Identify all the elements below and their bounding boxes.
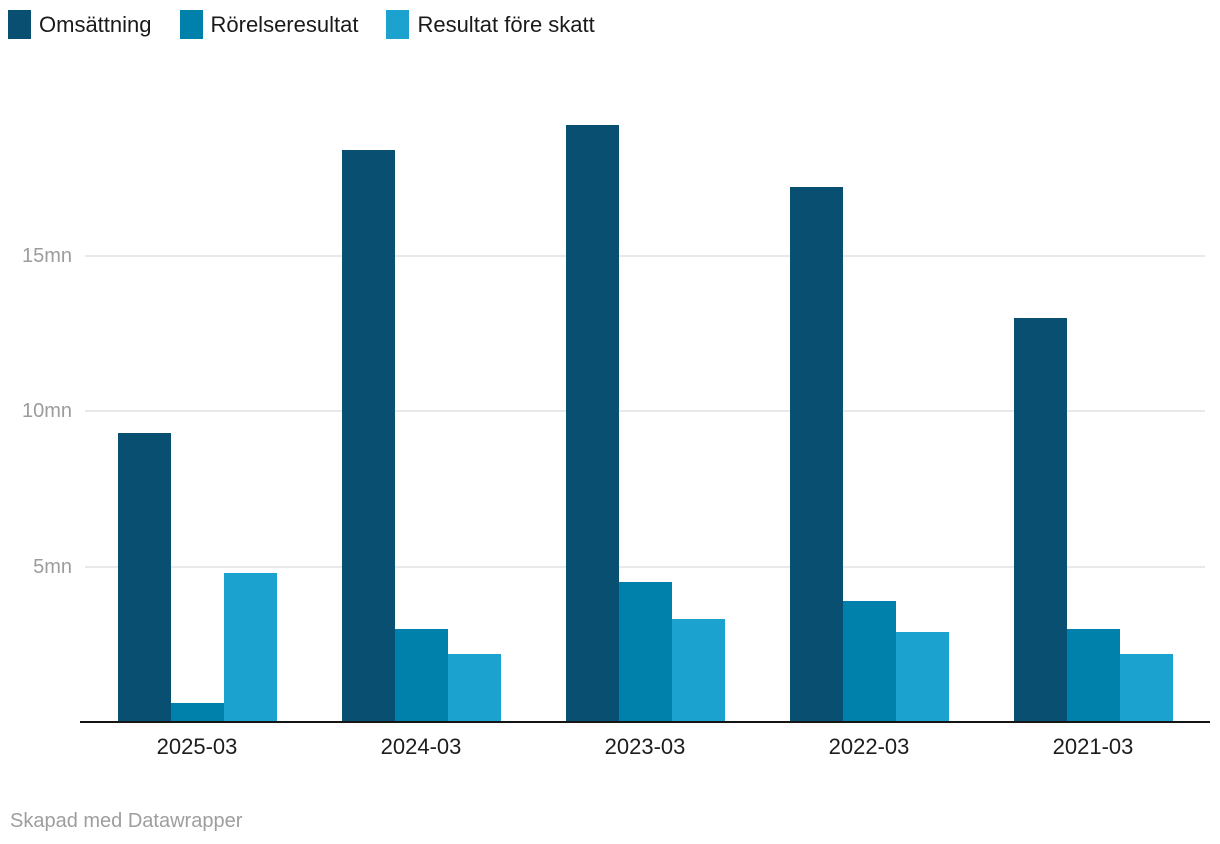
chart-footer: Skapad med Datawrapper [10, 808, 242, 834]
legend-label: Resultat före skatt [417, 12, 595, 37]
bar-resultat-fore-skatt-2022-03[interactable] [896, 632, 949, 722]
bar-rorelseresultat-2025-03[interactable] [171, 703, 224, 722]
chart-legend: Omsättning Rörelseresultat Resultat före s… [8, 10, 595, 39]
bar-omsattning-2022-03[interactable] [790, 187, 843, 722]
bar-omsattning-2023-03[interactable] [566, 125, 619, 722]
bar-omsattning-2025-03[interactable] [118, 433, 171, 722]
legend-swatch-icon [8, 10, 31, 39]
bar-resultat-fore-skatt-2025-03[interactable] [224, 573, 277, 722]
x-axis-label-2022-03: 2022-03 [828, 734, 910, 759]
legend-label: Rörelseresultat [210, 12, 359, 37]
legend-swatch-icon [179, 10, 203, 39]
legend-item-rorelseresultat: Rörelseresultat [179, 10, 359, 39]
y-axis-tick-label: 10mn [21, 400, 72, 422]
bar-resultat-fore-skatt-2024-03[interactable] [448, 654, 501, 722]
x-axis-label-2024-03: 2024-03 [380, 734, 462, 759]
gridline-10mn [85, 410, 1205, 412]
y-axis-tick-label: 5mn [33, 555, 72, 578]
y-axis-tick-label: 15mn [21, 244, 72, 267]
bar-rorelseresultat-2021-03[interactable] [1067, 629, 1120, 722]
x-axis-label-2023-03: 2023-03 [604, 734, 686, 759]
gridline-15mn [85, 254, 1205, 257]
gridline-5mn [85, 565, 1205, 568]
legend-swatch-icon [386, 10, 410, 39]
x-axis-line [80, 721, 1210, 723]
bar-resultat-fore-skatt-2023-03[interactable] [672, 619, 725, 722]
bar-rorelseresultat-2022-03[interactable] [843, 601, 896, 722]
bar-omsattning-2021-03[interactable] [1014, 318, 1067, 722]
x-axis-label-2021-03: 2021-03 [1052, 734, 1134, 759]
bar-rorelseresultat-2024-03[interactable] [395, 629, 448, 722]
bar-omsattning-2024-03[interactable] [342, 150, 395, 722]
bar-rorelseresultat-2023-03[interactable] [619, 582, 672, 722]
x-axis-label-2025-03: 2025-03 [156, 734, 238, 759]
legend-item-resultat-fore-skatt: Resultat före skatt [386, 10, 595, 39]
bar-resultat-fore-skatt-2021-03[interactable] [1120, 654, 1173, 722]
legend-item-omsattning: Omsättning [8, 10, 152, 39]
datawrapper-credit-link[interactable]: Skapad med Datawrapper [10, 810, 243, 832]
legend-label: Omsättning [39, 12, 152, 37]
